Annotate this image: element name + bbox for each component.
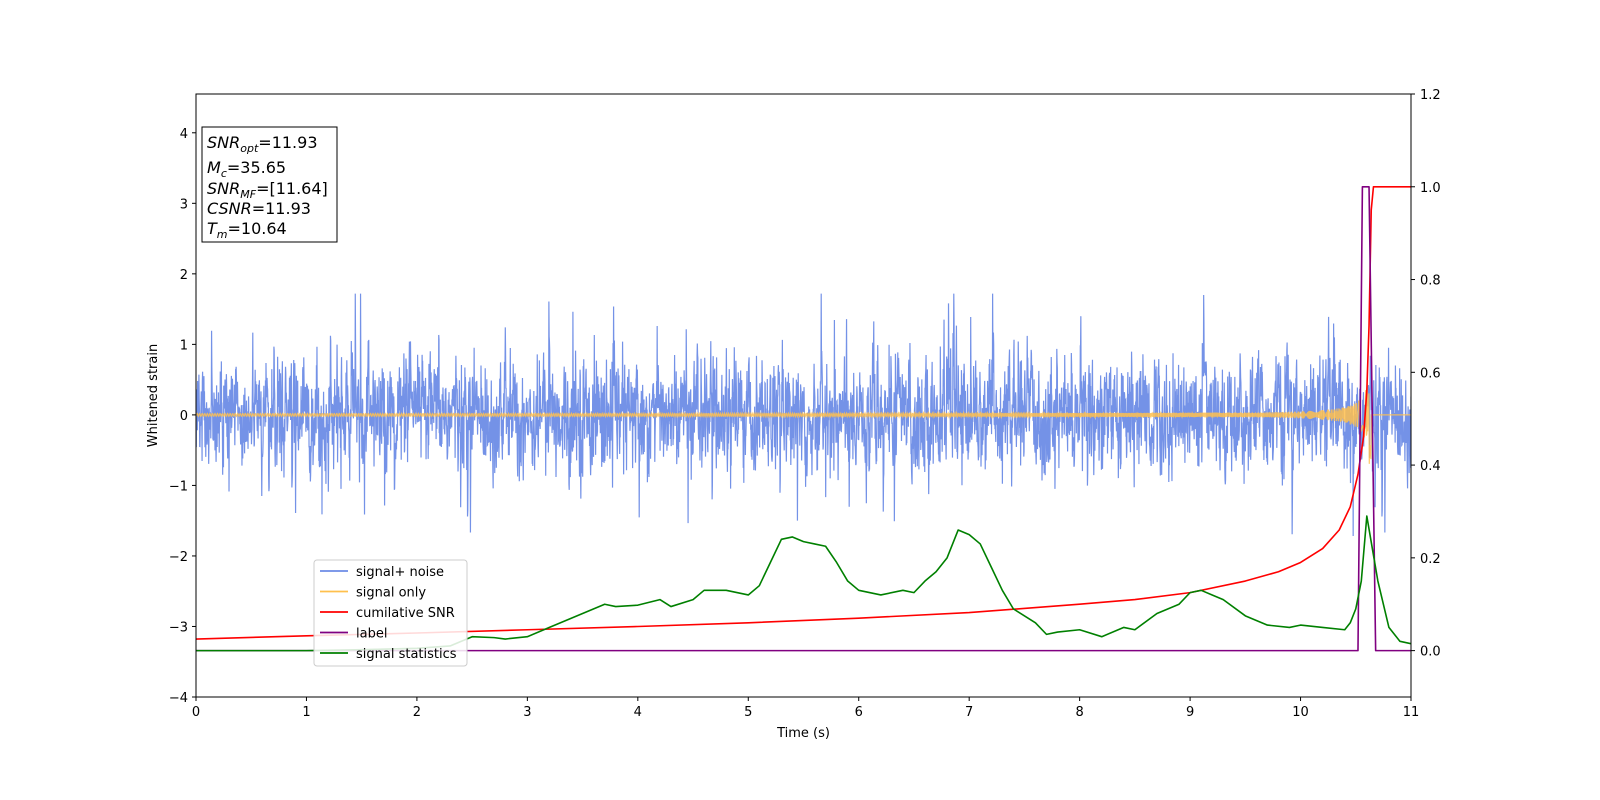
annotation-tm: Tm=10.64 [207, 219, 287, 241]
cumulative-snr-line [196, 185, 1411, 640]
label-line [196, 185, 1411, 652]
signal-noise-line [196, 293, 1411, 537]
y2-tick-label: 0.6 [1420, 366, 1441, 381]
signal-statistics-line [196, 515, 1411, 652]
legend-item-signal-noise: signal+ noise [320, 565, 444, 580]
tm-sub: m [217, 228, 228, 241]
y-axis-right: 0.0 0.2 0.4 0.6 0.8 1.0 1.2 [1411, 88, 1441, 660]
x-axis-label: Time (s) [776, 726, 830, 741]
tm-value: =10.64 [228, 219, 287, 238]
tm-var: T [207, 219, 218, 238]
legend-label: cumilative SNR [356, 606, 455, 621]
y-tick-label: 0 [180, 409, 188, 424]
signal-only-line [196, 383, 1411, 464]
y-axis-left: −4 −3 −2 −1 0 1 2 3 4 [169, 127, 196, 706]
x-tick-label: 0 [192, 705, 200, 720]
x-tick-label: 9 [1186, 705, 1194, 720]
signal-noise-series [196, 293, 1411, 537]
snr-opt-value: =11.93 [258, 133, 317, 152]
snr-mf-sub: MF [240, 188, 256, 201]
x-tick-label: 11 [1403, 705, 1420, 720]
y-tick-label: −4 [169, 691, 188, 706]
legend-label: signal statistics [356, 647, 457, 662]
snr-mf-value: =[11.64] [256, 179, 328, 198]
y-axis-label: Whitened strain [146, 344, 161, 447]
signal-only-series [196, 383, 1411, 464]
snr-mf-var: SNR [207, 179, 240, 198]
annotation-snr-mf: SNRMF=[11.64] [207, 179, 328, 201]
y2-tick-label: 1.0 [1420, 181, 1441, 196]
x-tick-label: 1 [302, 705, 310, 720]
y-tick-label: 1 [180, 338, 188, 353]
legend-item-label: label [320, 627, 387, 642]
y2-tick-label: 0.8 [1420, 274, 1441, 289]
mc-value: =35.65 [227, 158, 286, 177]
y2-tick-label: 1.2 [1420, 88, 1441, 103]
legend-label: signal+ noise [356, 565, 444, 580]
y-tick-label: 2 [180, 268, 188, 283]
y-tick-label: 3 [180, 197, 188, 212]
mc-var: M [207, 158, 221, 177]
mc-sub: c [221, 167, 227, 180]
y-tick-label: −1 [169, 479, 188, 494]
x-tick-label: 7 [965, 705, 973, 720]
snr-opt-sub: opt [240, 142, 259, 155]
x-tick-label: 10 [1292, 705, 1309, 720]
legend-item-signal-only: signal only [320, 586, 426, 601]
y-tick-label: −3 [169, 620, 188, 635]
legend-item-signal-statistics: signal statistics [320, 647, 457, 662]
legend-item-cumulative-snr: cumilative SNR [320, 606, 455, 621]
legend: signal+ noise signal only cumilative SNR la… [313, 559, 468, 667]
y2-tick-label: 0.0 [1420, 645, 1441, 660]
x-tick-label: 4 [634, 705, 642, 720]
csnr-value: =11.93 [252, 199, 311, 218]
snr-opt-var: SNR [207, 133, 240, 152]
y-tick-label: −2 [169, 550, 188, 565]
x-tick-label: 2 [413, 705, 421, 720]
y2-tick-label: 0.2 [1420, 552, 1441, 567]
x-tick-label: 8 [1075, 705, 1083, 720]
legend-label: signal only [356, 586, 426, 601]
annotation-csnr: CSNR=11.93 [207, 199, 311, 218]
annotation-frame [201, 126, 338, 243]
annotation-box: SNRopt=11.93 Mc=35.65 SNRMF=[11.64] CSNR… [201, 126, 338, 243]
annotation-mc: Mc=35.65 [207, 158, 286, 180]
x-tick-label: 3 [523, 705, 531, 720]
x-tick-label: 5 [744, 705, 752, 720]
annotation-snr-opt: SNRopt=11.93 [207, 133, 318, 155]
x-tick-label: 6 [855, 705, 863, 720]
plot-frame [195, 93, 1412, 698]
x-axis: 0 1 2 3 4 5 6 7 8 9 10 11 [192, 697, 1419, 720]
csnr-var: CSNR [207, 199, 252, 218]
legend-label: label [356, 627, 387, 642]
legend-frame [313, 559, 468, 667]
y-tick-label: 4 [180, 127, 188, 142]
right-axis-series [196, 185, 1411, 652]
y2-tick-label: 0.4 [1420, 459, 1441, 474]
